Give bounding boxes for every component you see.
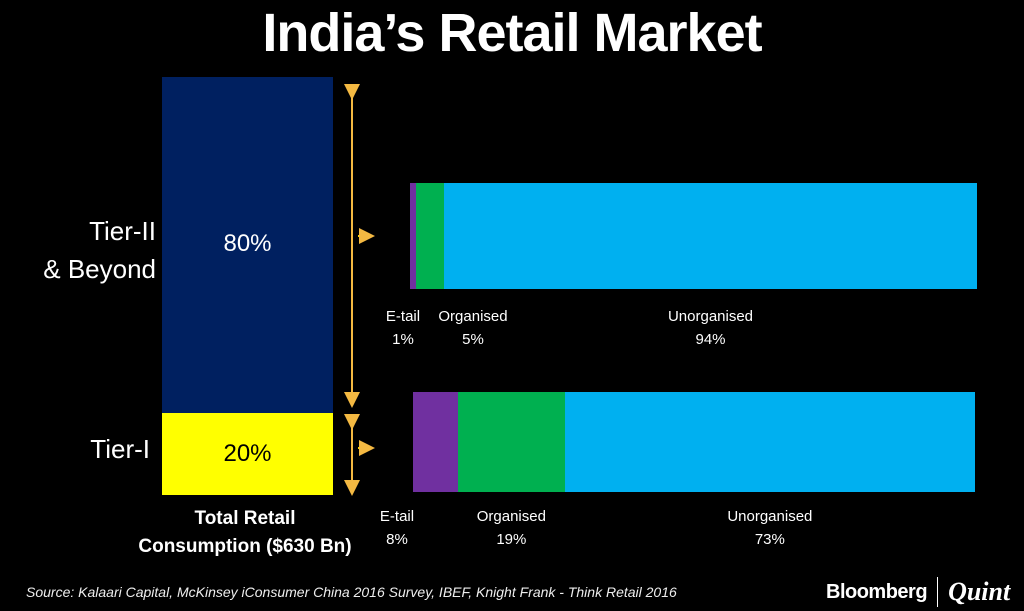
source-note: Source: Kalaari Capital, McKinsey iConsu… — [26, 584, 677, 600]
logo-bloomberg: Bloomberg — [826, 580, 928, 603]
bracket-arrows — [344, 84, 375, 496]
tier1-percent: 20% — [223, 440, 272, 467]
segment-label-tier2-organised: Organised 5% — [438, 308, 508, 348]
total-bar-tier2 — [162, 77, 333, 413]
logo-divider — [937, 577, 939, 607]
segment-label-tier2-unorganised: Unorganised 94% — [667, 308, 754, 348]
total-label: Total Retail Consumption ($630 Bn) — [138, 508, 352, 557]
segment-label-tier1-organised: Organised 19% — [476, 508, 546, 548]
segment-label-tier2-etail: E-tail 1% — [385, 308, 421, 348]
chart-title: India’s Retail Market — [262, 3, 762, 63]
tier2-percent: 80% — [223, 230, 272, 257]
segment-label-tier1-etail: E-tail 8% — [379, 508, 415, 548]
bar-segment-tier1-etail — [413, 392, 458, 492]
bar-segment-tier2-organised — [415, 183, 444, 289]
logo: Bloomberg Quint — [826, 577, 1010, 607]
tier2-label: Tier-II & Beyond — [43, 216, 156, 284]
logo-quint: Quint — [948, 577, 1011, 606]
bar-segment-tier2-unorganised — [444, 183, 977, 289]
bar-segment-tier1-organised — [457, 392, 565, 492]
tier1-label: Tier-I — [90, 434, 150, 464]
total-bar-tier1 — [162, 413, 333, 495]
bar-segment-tier2-etail — [410, 183, 416, 289]
bar-segment-tier1-unorganised — [564, 392, 975, 492]
segment-label-tier1-unorganised: Unorganised 73% — [727, 508, 813, 548]
